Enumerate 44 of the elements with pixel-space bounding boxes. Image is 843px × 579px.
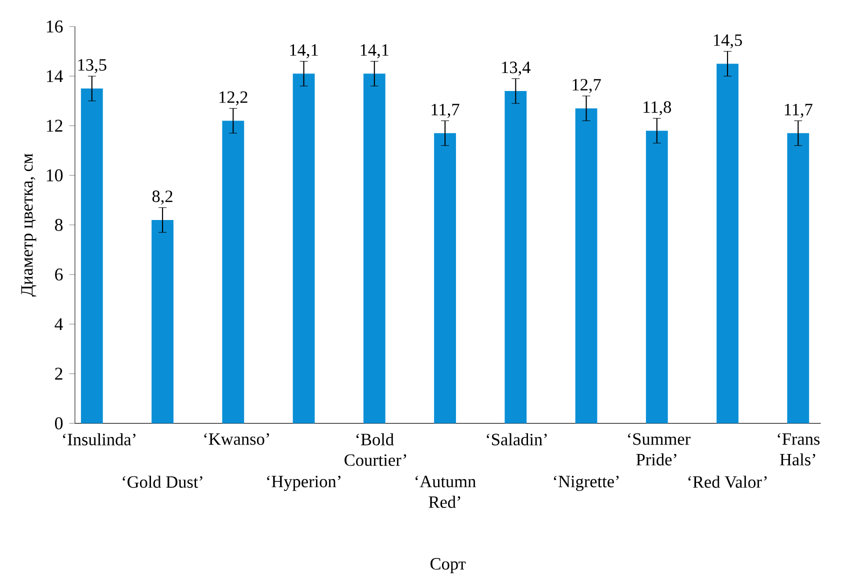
- data-label: 14,1: [360, 44, 388, 59]
- y-tick-label: 6: [55, 268, 63, 281]
- bar: [363, 74, 386, 424]
- x-tick-label: ‘Gold Dust’: [122, 476, 202, 488]
- bar: [504, 91, 527, 424]
- bar: [434, 133, 456, 424]
- x-tick-label: ‘Bold Courtier’: [344, 433, 406, 466]
- x-tick-label: ‘Saladin’: [486, 433, 547, 446]
- y-axis-title: Диаметр цветка, см: [21, 154, 36, 297]
- x-tick-label: ‘Kwanso’: [204, 433, 269, 446]
- bar: [152, 220, 174, 424]
- bar: [575, 108, 598, 424]
- data-label: 12,7: [572, 79, 601, 94]
- bar: [222, 120, 244, 424]
- data-label: 13,4: [502, 62, 530, 76]
- x-axis-title: Сорт: [430, 558, 466, 574]
- bar: [716, 64, 738, 424]
- data-label: 14,5: [714, 34, 742, 49]
- bar: [646, 130, 668, 424]
- x-tick-label: ‘Summer Pride’: [628, 433, 690, 466]
- data-label: 11,8: [644, 101, 672, 116]
- y-tick-label: 12: [46, 120, 62, 132]
- x-tick-label: ‘Insulinda’: [63, 433, 136, 446]
- y-tick-label: 2: [55, 368, 62, 380]
- y-tick-label: 0: [55, 417, 63, 430]
- bar: [292, 74, 315, 424]
- bar: [787, 133, 810, 424]
- y-tick-label: 4: [54, 318, 63, 330]
- data-label: 11,7: [432, 104, 460, 118]
- y-tick-label: 8: [55, 219, 63, 232]
- data-label: 8,2: [152, 190, 172, 205]
- x-tick-label: ‘Red Valor’: [688, 476, 767, 488]
- x-tick-label: ‘Frans Hals’: [778, 433, 820, 466]
- data-label: 14,1: [290, 44, 318, 59]
- bar: [80, 88, 103, 424]
- x-tick-label: ‘Nigrette’: [554, 476, 619, 492]
- data-label: 11,7: [784, 104, 812, 118]
- data-label: 12,2: [220, 92, 248, 106]
- y-tick-label: 16: [46, 20, 63, 33]
- y-tick-label: 14: [46, 70, 63, 82]
- y-tick-label: 10: [46, 169, 63, 182]
- x-tick-label: ‘Hyperion’: [267, 476, 340, 492]
- x-tick-label: ‘Autumn Red’: [416, 476, 476, 508]
- data-label: 13,5: [78, 59, 106, 74]
